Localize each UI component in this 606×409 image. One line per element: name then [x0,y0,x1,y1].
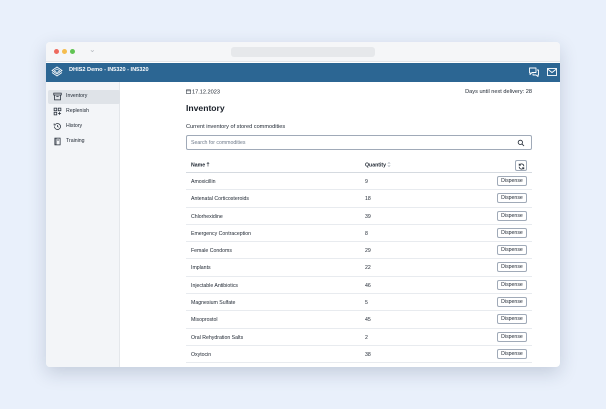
replenish-icon [53,107,62,116]
browser-window: ⌄ DHIS2 Demo - IN5320 - IN5320 Inventory [46,42,560,367]
sidebar-item-replenish[interactable]: Replenish [48,105,120,119]
commodity-name: Injectable Antibiotics [191,282,239,289]
commodity-quantity: 2 [365,334,368,341]
commodity-quantity: 5 [365,300,368,307]
history-icon [53,123,61,130]
column-header-quantity[interactable]: Quantity [365,162,391,169]
next-delivery-text: Days until next delivery: 28 [465,89,532,95]
commodity-quantity: 9 [365,179,368,185]
sidebar-item-history[interactable]: History [48,120,120,134]
messages-icon[interactable] [528,66,540,78]
commodity-name: Magnesium Sulfate [191,300,236,307]
sidebar-item-inventory[interactable]: Inventory [48,90,120,104]
commodity-name: Implants [191,265,211,272]
commodity-quantity: 46 [365,282,371,289]
sidebar-item-label: Training [66,138,85,144]
commodity-name: Chlorhexidine [191,213,223,220]
table-row: Chlorhexidine 39 Dispense [186,208,532,225]
commodity-name: Misoprostol [191,317,218,324]
table-header: Name Quantity [186,158,532,173]
dispense-button[interactable]: Dispense [497,331,527,342]
table-row: Female Condoms 29 Dispense [186,242,532,260]
table-row: Implants 22 Dispense [186,259,532,277]
commodity-name: Oxytocin [191,351,212,358]
dhis2-logo-icon[interactable] [51,66,63,78]
sidebar-item-label: Replenish [66,108,90,114]
table-row: Antenatal Corticosteroids 18 Dispense [186,190,532,208]
table-row: Injectable Antibiotics 46 Dispense [186,277,532,295]
dispense-button[interactable]: Dispense [497,227,527,238]
table-row: Misoprostol 45 Dispense [186,311,532,329]
dispense-button[interactable]: Dispense [497,193,527,204]
table-row: Amoxicillin 9 Dispense [186,173,532,191]
page-subtitle: Current inventory of stored commodities [186,124,286,130]
calendar-icon [186,89,191,94]
commodity-name: Emergency Contraception [191,230,251,237]
dispense-button[interactable]: Dispense [497,176,527,186]
sidebar-item-label: Inventory [66,93,88,99]
table-row: Magnesium Sulfate 5 Dispense [186,294,532,312]
dispense-button[interactable]: Dispense [497,245,527,256]
table-row: Oxytocin 38 Dispense [186,346,532,364]
commodity-name: Amoxicillin [191,179,216,185]
commodity-quantity: 38 [365,351,371,358]
browser-titlebar: ⌄ [46,42,560,62]
chevron-down-icon[interactable]: ⌄ [89,45,96,54]
page-title: Inventory [186,103,225,113]
app-header: DHIS2 Demo - IN5320 - IN5320 [46,63,560,82]
sidebar: Inventory Replenish History [46,82,120,367]
main-content: 17.12.2023 Days until next delivery: 28 … [120,82,560,367]
commodity-quantity: 18 [365,196,371,203]
commodity-quantity: 8 [365,230,368,237]
commodity-name: Female Condoms [191,248,232,255]
search-input[interactable] [191,138,511,148]
date-text: 17.12.2023 [192,89,220,96]
sort-ascending-icon[interactable] [206,162,210,167]
mail-icon[interactable] [546,66,558,78]
search-icon[interactable] [517,139,525,147]
address-bar[interactable] [231,47,375,57]
book-icon [54,137,61,146]
sidebar-item-label: History [66,123,83,129]
current-date: 17.12.2023 [186,89,220,96]
search-box [186,135,532,150]
archive-icon [53,92,62,101]
commodity-quantity: 45 [365,317,371,324]
app-title: DHIS2 Demo - IN5320 - IN5320 [69,67,149,73]
commodity-name: Oral Rehydration Salts [191,334,244,341]
dispense-button[interactable]: Dispense [497,279,527,290]
refresh-button[interactable] [515,160,527,171]
commodity-quantity: 29 [365,248,371,255]
refresh-icon [518,163,525,169]
commodity-quantity: 22 [365,265,371,272]
table-row: Oral Rehydration Salts 2 Dispense [186,329,532,346]
dispense-button[interactable]: Dispense [497,314,527,325]
maximize-window-button[interactable] [70,49,75,54]
sidebar-item-training[interactable]: Training [48,135,120,149]
table-row: Emergency Contraception 8 Dispense [186,225,532,243]
minimize-window-button[interactable] [62,49,67,54]
column-header-name[interactable]: Name [191,162,210,169]
dispense-button[interactable]: Dispense [497,348,527,359]
table-body: Amoxicillin 9 Dispense Antenatal Corticoste… [186,173,532,364]
dispense-button[interactable]: Dispense [497,297,527,308]
commodity-name: Antenatal Corticosteroids [191,196,249,203]
sort-icon[interactable] [387,162,391,167]
commodity-quantity: 39 [365,213,371,220]
dispense-button[interactable]: Dispense [497,262,527,273]
close-window-button[interactable] [54,49,59,54]
inventory-table: Name Quantity Amoxicillin 9 Dispense Antena… [186,158,532,364]
dispense-button[interactable]: Dispense [497,210,527,221]
